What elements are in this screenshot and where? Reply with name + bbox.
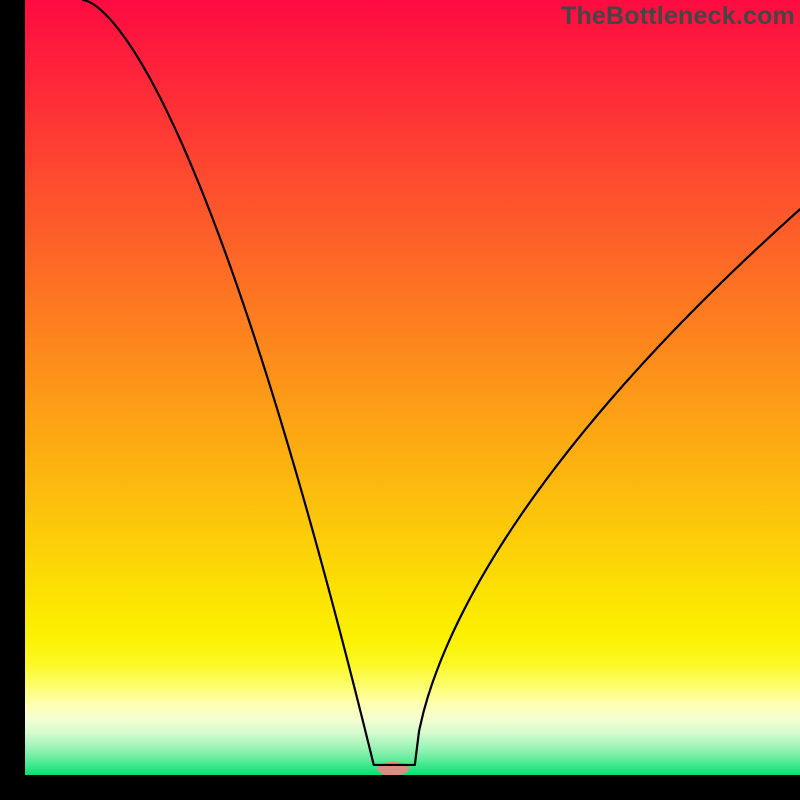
curve-path xyxy=(83,0,800,765)
bottleneck-curve xyxy=(25,0,800,775)
plot-area xyxy=(25,0,800,775)
optimal-marker xyxy=(377,762,409,775)
chart-frame: TheBottleneck.com xyxy=(0,0,800,800)
watermark-text: TheBottleneck.com xyxy=(561,2,795,31)
